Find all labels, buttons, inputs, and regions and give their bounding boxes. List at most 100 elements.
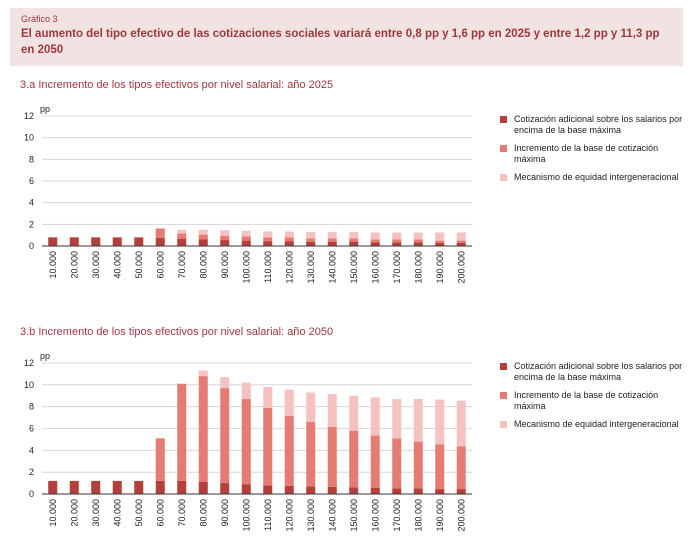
legend-label: Incremento de la base de cotización máxi… xyxy=(514,143,659,164)
bar-segment-series3 xyxy=(198,370,208,377)
bar-segment-series1 xyxy=(91,480,101,494)
bar-segment-series2 xyxy=(306,421,316,487)
bar-segment-series2 xyxy=(370,435,380,488)
bar-segment-series1 xyxy=(241,240,251,246)
bar-segment-series3 xyxy=(435,399,445,445)
bar-segment-series2 xyxy=(435,240,445,243)
bar-segment-series1 xyxy=(134,480,144,494)
bar-segment-series2 xyxy=(370,239,380,243)
bar-segment-series1 xyxy=(48,237,58,246)
x-tick-label: 120.000 xyxy=(284,499,294,532)
legend-swatch-series3 xyxy=(500,421,507,428)
bar-segment-series3 xyxy=(413,399,423,442)
bar-segment-series3 xyxy=(327,394,337,427)
chart-header: Gráfico 3 El aumento del tipo efectivo d… xyxy=(10,8,683,66)
bar-segment-series1 xyxy=(413,242,423,246)
x-tick-label: 40.000 xyxy=(112,499,122,527)
x-tick-label: 30.000 xyxy=(91,499,101,527)
bar-segment-series3 xyxy=(456,232,466,241)
chart-a-title: 3.a Incremento de los tipos efectivos po… xyxy=(20,79,334,91)
bar-segment-series3 xyxy=(435,232,445,241)
bar-segment-series1 xyxy=(112,237,122,246)
bar-segment-series1 xyxy=(177,480,187,494)
x-tick-label: 20.000 xyxy=(69,499,79,527)
bar-segment-series2 xyxy=(241,399,251,485)
bar-segment-series1 xyxy=(69,480,79,494)
bar-segment-series3 xyxy=(349,231,359,239)
bar-segment-series3 xyxy=(198,229,208,235)
y-tick-label: 8 xyxy=(29,154,34,164)
x-tick-label: 70.000 xyxy=(177,499,187,527)
bar-segment-series3 xyxy=(284,231,294,238)
bar-segment-series2 xyxy=(198,376,208,482)
bar-segment-series1 xyxy=(198,481,208,494)
bar-segment-series1 xyxy=(220,483,230,494)
bar-segment-series1 xyxy=(284,485,294,494)
bar-segment-series2 xyxy=(327,238,337,242)
bar-segment-series1 xyxy=(370,487,380,494)
x-tick-label: 50.000 xyxy=(134,251,144,279)
bar-segment-series1 xyxy=(91,237,101,246)
bar-segment-series1 xyxy=(241,484,251,494)
bar-segment-series1 xyxy=(435,489,445,494)
bar-segment-series2 xyxy=(284,237,294,242)
x-tick-label: 120.000 xyxy=(284,251,294,284)
bar-segment-series2 xyxy=(349,430,359,488)
bar-segment-series1 xyxy=(112,480,122,494)
x-tick-label: 110.000 xyxy=(263,499,273,531)
bar-segment-series2 xyxy=(456,446,466,490)
bar-segment-series1 xyxy=(155,237,165,246)
bar-segment-series3 xyxy=(413,232,423,240)
y-tick-label: 12 xyxy=(24,111,34,121)
x-tick-label: 80.000 xyxy=(198,251,208,279)
bar-segment-series3 xyxy=(327,231,337,239)
x-tick-label: 110.000 xyxy=(263,251,273,283)
bar-segment-series2 xyxy=(155,438,165,481)
x-tick-label: 10.000 xyxy=(48,499,58,527)
bar-segment-series2 xyxy=(220,388,230,484)
bar-segment-series3 xyxy=(370,397,380,436)
y-tick-label: 2 xyxy=(29,219,34,229)
bar-segment-series2 xyxy=(198,234,208,240)
y-tick-label: 10 xyxy=(24,133,34,143)
bar-segment-series1 xyxy=(220,240,230,246)
legend-swatch-series2 xyxy=(500,145,507,152)
bar-segment-series2 xyxy=(392,239,402,243)
bar-segment-series3 xyxy=(392,232,402,240)
legend-label: Cotización adicional sobre los salarios … xyxy=(514,114,683,135)
bar-segment-series1 xyxy=(263,241,273,246)
bar-segment-series3 xyxy=(263,231,273,238)
x-tick-label: 100.000 xyxy=(241,499,251,532)
x-tick-label: 180.000 xyxy=(413,499,423,532)
chart-a-plot: pp 0 2 4 6 8 10 12 10.000 20.000 30.000 40.000 50.00… xyxy=(24,104,472,284)
bar-segment-series1 xyxy=(370,242,380,246)
bar-segment-series1 xyxy=(456,489,466,494)
x-tick-label: 150.000 xyxy=(349,251,359,284)
legend-item-series3: Mecanismo de equidad intergeneracional xyxy=(500,172,690,183)
bar-segment-series3 xyxy=(370,232,380,240)
bar-segment-series1 xyxy=(155,480,165,494)
bar-segment-series2 xyxy=(177,383,187,481)
legend-item-series2: Incremento de la base de cotización máxi… xyxy=(500,143,690,165)
x-tick-label: 160.000 xyxy=(370,251,380,284)
bar-segment-series3 xyxy=(263,387,273,408)
chart-b-plot: pp 0 2 4 6 8 10 12 10.000 20.000 30.000 40.000 50.00… xyxy=(24,351,472,532)
legend-label: Incremento de la base de cotización máxi… xyxy=(514,390,659,411)
legend-swatch-series2 xyxy=(500,392,507,399)
bar-segment-series3 xyxy=(241,230,251,237)
x-tick-label: 50.000 xyxy=(134,499,144,527)
bar-segment-series1 xyxy=(177,238,187,246)
bar-segment-series2 xyxy=(327,426,337,487)
legend-item-series3: Mecanismo de equidad intergeneracional xyxy=(500,419,690,430)
bar-segment-series1 xyxy=(413,488,423,494)
x-tick-label: 70.000 xyxy=(177,251,187,279)
legend-swatch-series1 xyxy=(500,363,507,370)
bar-segment-series2 xyxy=(220,235,230,241)
x-tick-label: 140.000 xyxy=(327,251,337,284)
bar-segment-series2 xyxy=(263,237,273,242)
bar-segment-series1 xyxy=(306,486,316,494)
legend-item-series1: Cotización adicional sobre los salarios … xyxy=(500,114,690,136)
bar-segment-series2 xyxy=(241,236,251,241)
x-tick-label: 90.000 xyxy=(220,251,230,279)
bar-segment-series2 xyxy=(155,228,165,238)
